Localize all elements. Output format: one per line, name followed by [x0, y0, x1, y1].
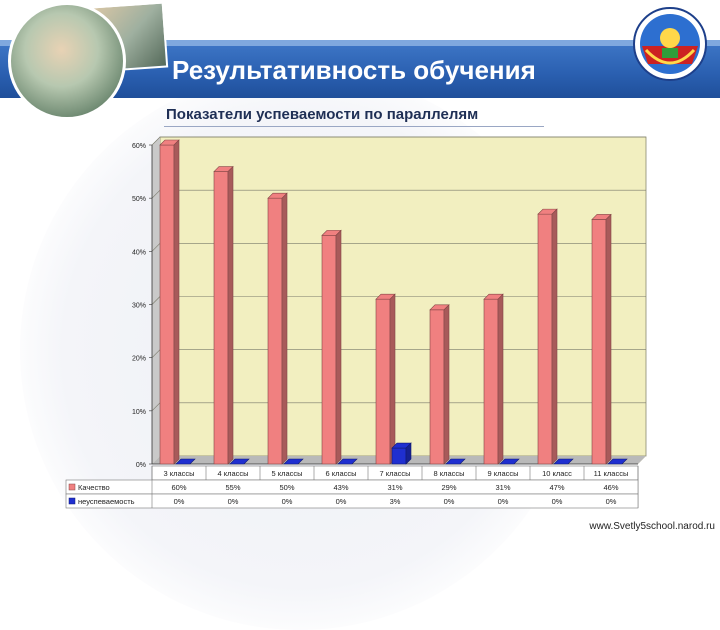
x-category-label: 8 классы: [433, 469, 464, 478]
bar-failure: [337, 458, 358, 465]
bar-failure: [283, 458, 304, 465]
bar-quality: [375, 293, 396, 465]
legend-label: неуспеваемость: [78, 497, 135, 506]
data-label: 0%: [174, 497, 185, 506]
y-tick-label: 0%: [136, 462, 146, 469]
x-category-label: 3 классы: [163, 469, 194, 478]
data-label: 31%: [495, 483, 510, 492]
bar-quality: [267, 192, 288, 465]
bar-quality: [159, 139, 180, 465]
y-tick-label: 20%: [132, 356, 146, 363]
data-label: 31%: [387, 483, 402, 492]
bar-failure: [229, 458, 250, 465]
data-label: 0%: [498, 497, 509, 506]
bar-quality: [591, 213, 612, 465]
gridline-depth: [151, 402, 161, 412]
data-label: 0%: [552, 497, 563, 506]
data-label: 0%: [282, 497, 293, 506]
y-tick-label: 60%: [132, 143, 146, 150]
x-category-label: 4 классы: [217, 469, 248, 478]
legend-swatch: [68, 497, 76, 505]
data-label: 47%: [549, 483, 564, 492]
data-label: 0%: [444, 497, 455, 506]
gridline-depth: [151, 296, 161, 305]
x-category-label: 10 класс: [542, 469, 572, 478]
data-label: 0%: [606, 497, 617, 506]
bar-chart: 0% 10% 20% 30% 40% 50% 60% 3 классы 4 классы 5 к…: [65, 136, 647, 509]
data-label: 0%: [336, 497, 347, 506]
data-label: 0%: [228, 497, 239, 506]
plot-area: 0% 10% 20% 30% 40% 50% 60%: [132, 136, 647, 469]
chart-subtitle: Показатели успеваемости по параллелям: [166, 106, 479, 123]
y-tick-label: 40%: [132, 249, 146, 256]
bar-failure: [391, 442, 412, 465]
data-label: 3%: [390, 497, 401, 506]
data-label: 43%: [333, 483, 348, 492]
gridline-depth: [151, 243, 161, 252]
header-band-highlight: [0, 40, 720, 46]
legend-swatch: [68, 483, 76, 491]
students-photo: [8, 2, 126, 120]
website-url: www.Svetly5school.narod.ru: [589, 521, 715, 532]
x-category-label: 5 классы: [271, 469, 302, 478]
bar-failure: [175, 458, 196, 465]
y-tick-label: 50%: [132, 196, 146, 203]
data-label: 55%: [225, 483, 240, 492]
x-category-label: 7 классы: [379, 469, 410, 478]
bar-failure: [445, 458, 466, 465]
y-tick-label: 10%: [132, 409, 146, 416]
bar-failure: [499, 458, 520, 465]
gridline-depth: [151, 136, 161, 146]
school-emblem-logo: [633, 7, 707, 81]
data-label: 60%: [171, 483, 186, 492]
bar-quality: [537, 208, 558, 465]
gridline-depth: [151, 349, 161, 358]
bar-quality: [483, 293, 504, 465]
bar-failure: [553, 458, 574, 465]
page-title: Результативность обучения: [172, 55, 536, 85]
bar-failure: [607, 458, 628, 465]
x-category-label: 6 классы: [325, 469, 356, 478]
bar-quality: [321, 229, 342, 465]
data-table: 3 классы 4 классы 5 классы 6 классы 7 классы…: [65, 465, 639, 509]
gridline-depth: [151, 189, 161, 199]
data-label: 29%: [441, 483, 456, 492]
legend-label: Качество: [78, 483, 110, 492]
bar-quality: [429, 304, 450, 465]
bar-quality: [213, 165, 234, 465]
x-category-label: 9 классы: [487, 469, 518, 478]
subtitle-underline: [164, 126, 544, 127]
y-tick-label: 30%: [132, 303, 146, 310]
x-category-label: 11 классы: [594, 469, 629, 478]
table-row: [65, 493, 639, 509]
data-label: 46%: [603, 483, 618, 492]
data-label: 50%: [279, 483, 294, 492]
